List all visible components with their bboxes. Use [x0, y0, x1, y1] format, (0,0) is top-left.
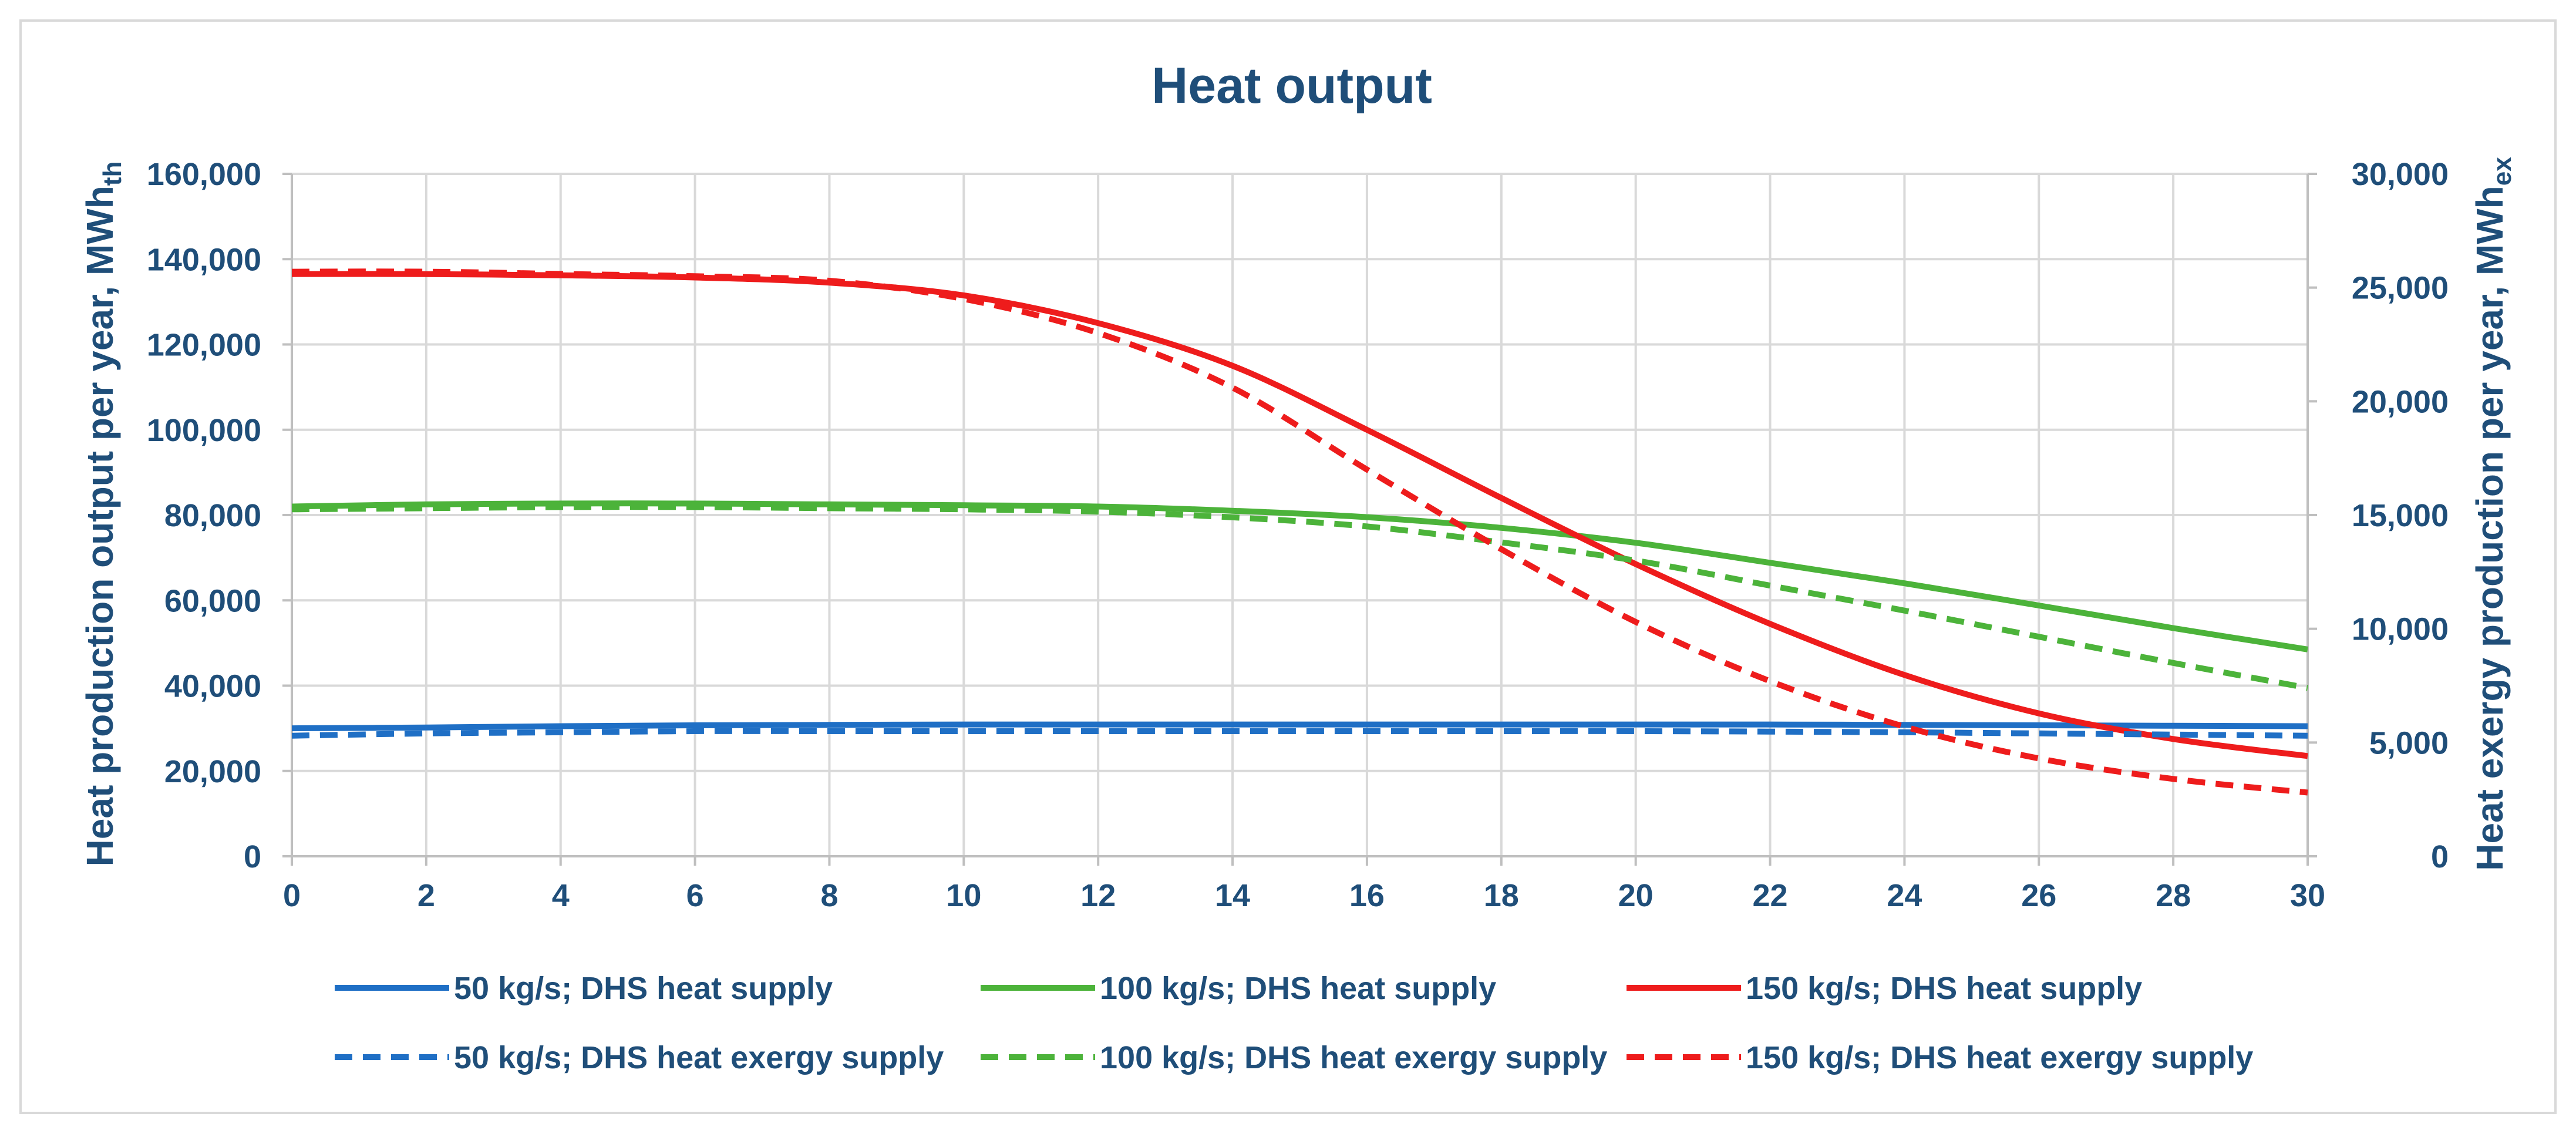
y-right-tick-label: 15,000: [2352, 498, 2449, 533]
x-tick-label: 20: [1618, 878, 1654, 913]
y-right-tick-label: 20,000: [2352, 384, 2449, 419]
series-lines: [291, 268, 2308, 796]
y-left-tick-label: 40,000: [164, 669, 261, 704]
y-axis-right-label-main: Heat exergy production per year, MWh: [2469, 186, 2511, 871]
x-tick-label: 6: [686, 878, 704, 913]
y-axis-right-label-sub: ex: [2488, 157, 2517, 186]
x-tick-label: 4: [552, 878, 570, 913]
legend-label-150-kg-s-dhs-heat-supply: 150 kg/s; DHS heat supply: [1746, 971, 2142, 1006]
y-right-tick-label: 30,000: [2352, 157, 2449, 192]
x-tick-label: 22: [1752, 878, 1787, 913]
chart-frame: [19, 19, 2557, 1114]
series-line-50-kg-s-dhs-heat-exergy-supply: [291, 728, 2308, 739]
y-axis-left-label-main: Heat production output per year, MWh: [79, 186, 121, 866]
x-tick-label: 14: [1215, 878, 1250, 913]
y-right-tick-label: 25,000: [2352, 271, 2449, 306]
y-axis-left-label: Heat production output per year, MWhth: [79, 162, 127, 867]
y-left-tick-label: 20,000: [164, 754, 261, 789]
legend-label-50-kg-s-dhs-heat-supply: 50 kg/s; DHS heat supply: [454, 971, 833, 1006]
y-left-tick-label: 60,000: [164, 583, 261, 618]
axes: [282, 173, 2317, 866]
y-right-tick-label: 0: [2431, 839, 2449, 874]
y-left-tick-label: 160,000: [147, 157, 261, 192]
x-tick-label: 28: [2156, 878, 2191, 913]
y-axis-left-label-sub: th: [98, 162, 127, 186]
tick-labels: 0 2 4 6 8 10 12 14 16 18 20 22 24 26 28 30020,00040,000…: [147, 157, 2449, 913]
x-tick-label: 12: [1080, 878, 1116, 913]
legend-label-150-kg-s-dhs-heat-exergy-supply: 150 kg/s; DHS heat exergy supply: [1746, 1040, 2253, 1075]
x-tick-label: 30: [2290, 878, 2325, 913]
chart-title: Heat output: [1151, 58, 1432, 114]
legend-label-50-kg-s-dhs-heat-exergy-supply: 50 kg/s; DHS heat exergy supply: [454, 1040, 944, 1075]
y-axis-right-label: Heat exergy production per year, MWhex: [2469, 157, 2517, 871]
x-tick-label: 2: [417, 878, 435, 913]
series-line-150-kg-s-dhs-heat-supply: [291, 271, 2308, 759]
y-left-tick-label: 80,000: [164, 498, 261, 533]
gridlines: [291, 173, 2309, 857]
x-tick-label: 16: [1349, 878, 1385, 913]
series-line-100-kg-s-dhs-heat-supply: [291, 500, 2308, 652]
x-tick-label: 18: [1484, 878, 1519, 913]
x-tick-label: 10: [946, 878, 981, 913]
y-right-tick-label: 5,000: [2369, 725, 2449, 761]
x-tick-label: 24: [1887, 878, 1922, 913]
x-tick-label: 26: [2021, 878, 2056, 913]
y-left-tick-label: 120,000: [147, 328, 261, 363]
x-tick-label: 8: [820, 878, 838, 913]
series-line-150-kg-s-dhs-heat-exergy-supply: [291, 268, 2308, 796]
legend: 50 kg/s; DHS heat supply 100 kg/s; DHS he…: [335, 971, 2253, 1075]
legend-label-100-kg-s-dhs-heat-exergy-supply: 100 kg/s; DHS heat exergy supply: [1100, 1040, 1607, 1075]
x-tick-label: 0: [283, 878, 301, 913]
y-right-tick-label: 10,000: [2352, 612, 2449, 647]
y-left-tick-label: 0: [244, 839, 261, 874]
series-line-50-kg-s-dhs-heat-supply: [291, 721, 2308, 732]
legend-label-100-kg-s-dhs-heat-supply: 100 kg/s; DHS heat supply: [1100, 971, 1496, 1006]
y-left-tick-label: 100,000: [147, 413, 261, 448]
y-left-tick-label: 140,000: [147, 242, 261, 277]
